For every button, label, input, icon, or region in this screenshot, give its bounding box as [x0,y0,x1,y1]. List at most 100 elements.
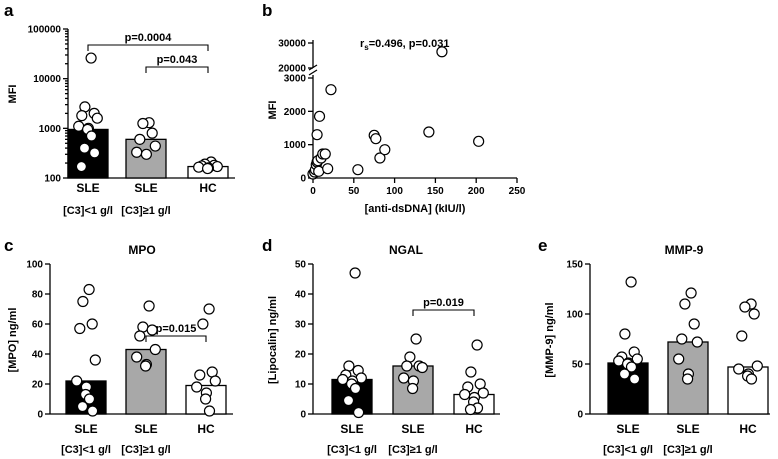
x-category-label: SLE [134,181,157,195]
data-point [370,133,382,145]
data-point [143,300,155,312]
r-symbol: r [360,38,365,50]
x-tick-label: 200 [468,186,485,197]
x-category-sublabel: [C3]<1 g/l [63,205,113,217]
data-point [146,127,158,139]
chart-title: MMP-9 [665,243,704,257]
data-point [745,373,758,385]
data-point [748,308,760,320]
data-point [751,360,763,372]
data-point [76,110,88,122]
data-point [131,351,143,363]
data-point [88,147,101,159]
data-point [691,336,703,348]
y-axis-label: MFI [267,101,279,120]
y-tick-label: 100 [566,310,583,321]
data-points [307,46,485,180]
data-point [134,133,146,145]
x-category-label: SLE [76,181,99,195]
significance-bracket [145,335,207,342]
panel-e: e MMP-9 [MMP-9] ng/ml 0 50 100 150 SLE [C3]<… [538,236,770,456]
significance-brackets: p=0.0004 p=0.043 [87,32,209,73]
data-point [86,405,99,417]
y-tick-label: 60 [32,320,44,331]
chart-title: NGAL [389,243,423,257]
y-axis-label: MFI [7,85,19,104]
axis-break-mark [308,64,318,71]
data-point [85,130,98,142]
y-tick-label: 100 [44,174,61,185]
data-point [313,110,326,122]
correlation-annotation: rs=0.496, p=0.031 [360,38,449,52]
data-point [134,330,146,342]
data-point [202,162,214,175]
data-point [74,322,86,335]
data-point [353,406,365,419]
panel-b: b MFI rs=0.496, p=0.031 0100020003000200… [262,1,526,215]
data-point [676,333,688,345]
data-point [352,164,364,176]
y-tick-label: 0 [37,410,43,421]
y-tick-label: 100 [26,260,43,271]
y-tick-label: 20 [32,380,44,391]
y-axis-label: [MPO] ng/ml [7,308,19,373]
data-point [625,361,638,373]
y-tick-label: 10 [295,380,307,391]
x-category-label: SLE [340,422,363,436]
y-tick-label: 1000 [39,124,62,135]
data-point [149,343,161,356]
data-point [194,369,206,381]
significance-bracket [145,66,209,73]
y-tick-label: 50 [572,360,584,371]
y-tick-label: 0 [577,410,583,421]
y-tick-label: 2000 [284,107,307,118]
panel-d: d NGAL [Lipocalin] ng/ml 0 10 20 30 40 50 p=0… [262,236,500,456]
x-category-sublabel: [C3]<1 g/l [61,444,111,456]
data-point [131,146,143,158]
significance-bracket [412,309,475,316]
data-point [76,400,89,413]
data-point [203,405,216,417]
x-ticks: 0 50 100 150 200 250 [310,178,526,197]
y-tick-label: 1000 [284,140,307,151]
x-tick-label: 50 [348,186,360,197]
data-point [733,363,745,375]
data-point [140,148,152,160]
significance-brackets: p=0.015 [145,323,207,342]
data-point [401,360,413,372]
data-point [410,333,422,345]
correlation-value: =0.496, p=0.031 [369,38,450,50]
data-point [200,393,212,405]
x-category-label: HC [465,422,483,436]
x-tick-label: 100 [386,186,403,197]
data-point [149,140,161,152]
data-point [342,394,355,407]
data-point [140,360,152,372]
panel-letter: e [538,236,547,255]
data-points [613,276,763,385]
data-point [416,361,428,374]
data-point [349,382,362,395]
data-point [191,381,203,393]
y-ticks: 0 50 100 150 [566,260,590,421]
y-tick-label: 100000 [28,25,62,36]
data-point [477,387,489,399]
y-tick-label: 3000 [284,74,307,85]
x-labels: SLE [C3]<1 g/l SLE [C3]≥1 g/l HC [61,422,215,456]
x-category-sublabel: [C3]≥1 g/l [663,444,712,456]
panel-c: c MPO [MPO] ng/ml 0 20 40 60 80 100 p=0.015 S… [4,236,233,456]
data-point [685,287,697,299]
y-tick-label: 80 [32,290,44,301]
data-point [91,112,103,124]
data-point [736,330,748,342]
data-point [618,368,631,380]
data-point [197,318,209,330]
data-point [459,388,471,401]
data-point [374,152,386,164]
y-axis-label: [Lipocalin] ng/ml [267,296,279,384]
axis-break-mark [308,69,318,76]
data-point [78,142,91,154]
panel-letter: b [262,1,272,20]
x-category-sublabel: [C3]≥1 g/l [121,205,170,217]
